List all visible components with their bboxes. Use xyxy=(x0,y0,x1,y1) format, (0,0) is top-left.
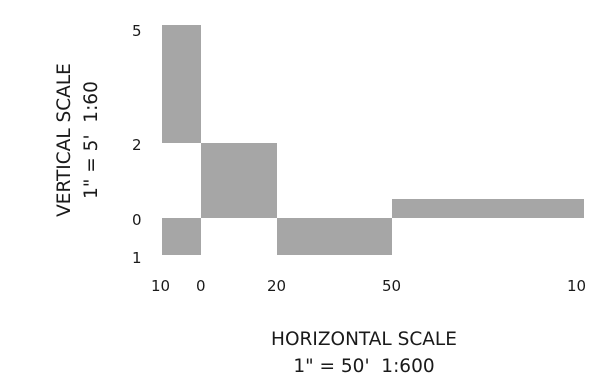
vertical-tick-label: 0 xyxy=(132,211,142,229)
scale-block-tall-top xyxy=(162,25,201,143)
scale-block-low-wide xyxy=(277,218,392,255)
scale-block-right-strip xyxy=(392,199,584,218)
horizontal-tick-label: 0 xyxy=(196,277,206,295)
horizontal-tick-label: 50 xyxy=(382,277,401,295)
scale-block-middle xyxy=(201,143,277,218)
vertical-scale-title: VERTICAL SCALE xyxy=(54,63,75,217)
vertical-scale-ratio: 1" = 5' 1:60 xyxy=(81,81,102,199)
scale-block-left-bottom xyxy=(162,218,201,255)
vertical-tick-label: 2 xyxy=(132,136,142,154)
vertical-tick-label: 5 xyxy=(132,22,142,40)
horizontal-scale-title: HORIZONTAL SCALE xyxy=(271,329,457,350)
horizontal-tick-label: 20 xyxy=(267,277,286,295)
horizontal-tick-label: 10 xyxy=(567,277,586,295)
vertical-tick-label: 1 xyxy=(132,249,142,267)
horizontal-scale-ratio: 1" = 50' 1:600 xyxy=(293,356,434,377)
horizontal-tick-label: 10 xyxy=(151,277,170,295)
